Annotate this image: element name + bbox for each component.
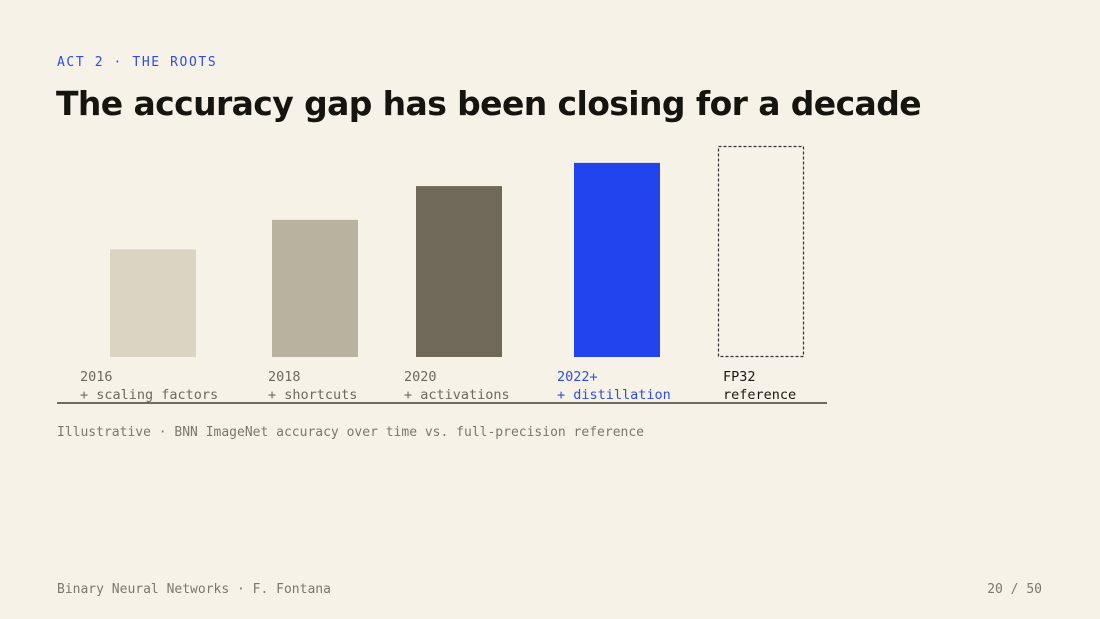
x-tick-year: 2020 — [404, 369, 437, 385]
slide-title: The accuracy gap has been closing for a … — [56, 84, 922, 123]
category-labels-group: 2016 + scaling factors 2018 + shortcuts 2020… — [80, 369, 796, 403]
x-tick-technique: + distillation — [557, 387, 671, 403]
page-counter: 20 / 50 — [987, 582, 1042, 597]
bars-group — [110, 145, 805, 358]
x-tick-year: 2016 — [80, 369, 113, 385]
bar-2016 — [110, 249, 196, 357]
x-tick-technique: + activations — [404, 387, 510, 403]
x-tick-technique: + shortcuts — [268, 387, 357, 403]
x-tick-technique: reference — [723, 387, 796, 403]
x-tick-year: 2022+ — [557, 369, 598, 385]
footer-deck-title: Binary Neural Networks · F. Fontana — [57, 582, 331, 597]
x-tick-technique: + scaling factors — [80, 387, 218, 403]
section-kicker: ACT 2 · THE ROOTS — [57, 55, 218, 70]
bar-fp32 — [717, 145, 805, 358]
x-tick-year: FP32 — [723, 369, 756, 385]
bar-2018 — [272, 219, 358, 357]
x-tick-year: 2018 — [268, 369, 301, 385]
chart-caption: Illustrative · BNN ImageNet accuracy ove… — [57, 425, 644, 440]
bar-2020 — [416, 186, 502, 357]
bar-2022 — [574, 162, 660, 357]
